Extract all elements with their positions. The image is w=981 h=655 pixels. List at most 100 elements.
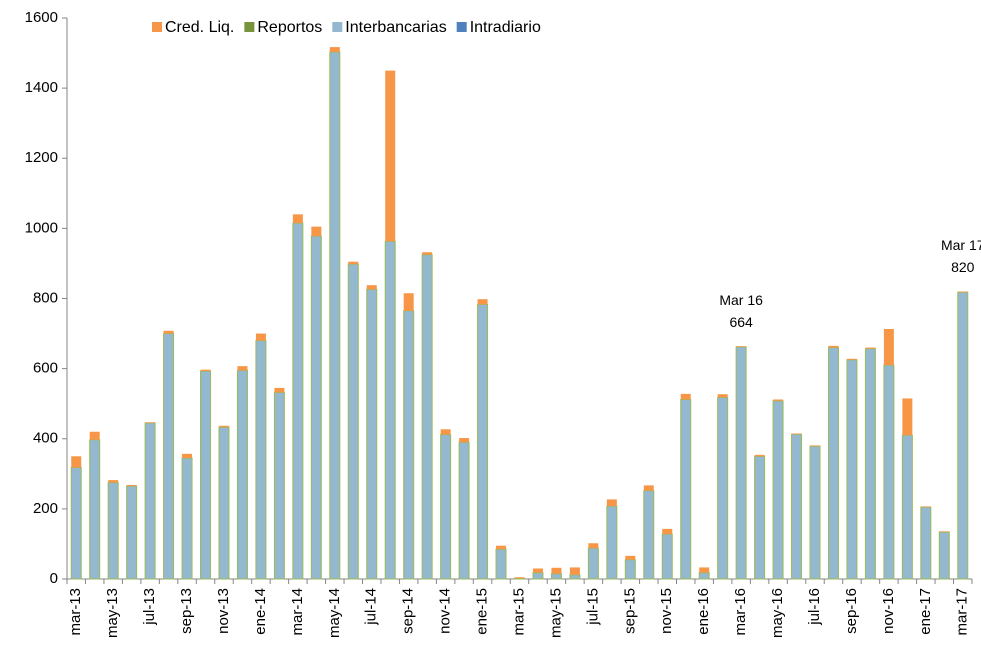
bar-segment <box>735 346 747 580</box>
bar-segment <box>643 490 655 580</box>
x-tick-label: may-16 <box>769 588 786 638</box>
x-tick-label: ene-15 <box>474 588 491 635</box>
x-tick-label: nov-16 <box>880 588 897 634</box>
bar-segment <box>422 252 433 255</box>
bar-segment <box>901 434 913 580</box>
bar-segment <box>827 347 839 580</box>
x-tick-label: may-13 <box>104 588 121 638</box>
bar-segment <box>477 303 489 580</box>
bar-segment <box>403 310 415 580</box>
bar-segment <box>662 528 673 535</box>
bar-segment <box>643 485 654 491</box>
bar-segment <box>347 263 359 580</box>
bar-segment <box>846 359 858 580</box>
bar-segment <box>883 329 894 366</box>
x-tick-label: mar-13 <box>67 588 84 636</box>
bar-segment <box>218 425 229 428</box>
bar-segment <box>810 445 821 447</box>
x-tick-label: ene-17 <box>917 588 934 635</box>
bar-segment <box>311 226 322 237</box>
bar-segment <box>587 547 599 580</box>
bar-segment <box>292 222 304 580</box>
bar-segment <box>292 214 303 224</box>
bar-segment <box>384 240 396 580</box>
bar-segment <box>754 455 766 580</box>
x-tick-label: jul-16 <box>806 588 823 626</box>
bar-segment <box>181 457 193 580</box>
bar-segment <box>459 438 470 443</box>
bar-segment <box>366 285 377 290</box>
bar-segment <box>273 391 285 580</box>
bar-segment <box>200 370 212 580</box>
x-tick-label: may-15 <box>547 588 564 638</box>
bar-segment <box>736 346 747 347</box>
x-tick-label: jul-14 <box>363 588 380 626</box>
bar-segment <box>236 369 248 580</box>
bar-segment <box>421 254 433 580</box>
bar-segment <box>551 567 562 574</box>
bar-segment <box>366 288 378 580</box>
y-tick-label: 800 <box>33 289 58 306</box>
bar-segment <box>569 574 581 580</box>
bar-segment <box>773 399 784 401</box>
bar-segment <box>661 533 673 580</box>
legend-swatch <box>244 22 255 32</box>
x-tick-label: may-14 <box>326 588 343 638</box>
bar-segment <box>846 358 857 360</box>
legend-label: Reportos <box>257 19 322 36</box>
bar-segment <box>329 47 340 53</box>
bar-segment <box>532 572 544 580</box>
bar-segment <box>237 366 248 371</box>
bar-segment <box>514 577 525 580</box>
bar-segment <box>274 387 285 393</box>
bar-segment <box>255 333 266 341</box>
x-tick-label: sep-13 <box>178 588 195 634</box>
x-tick-label: jul-13 <box>141 588 158 626</box>
bar-segment <box>255 340 267 580</box>
bar-segment <box>717 396 729 580</box>
bar-segment <box>440 434 452 580</box>
x-tick-label: ene-14 <box>252 588 269 635</box>
annotation-label: Mar 16 <box>719 292 763 308</box>
bar-segment <box>329 51 341 580</box>
bar-segment <box>569 567 580 575</box>
bar-segment <box>680 398 692 580</box>
bar-segment <box>939 531 950 533</box>
bar-segment <box>680 393 691 400</box>
bar-segment <box>126 485 138 580</box>
bar-segment <box>182 453 193 459</box>
x-tick-label: mar-14 <box>289 588 306 636</box>
bar-segment <box>403 293 414 311</box>
bar-segment <box>440 429 451 435</box>
x-tick-label: nov-13 <box>215 588 232 634</box>
bar-segment <box>791 433 803 580</box>
y-tick-label: 0 <box>50 570 58 587</box>
bar-segment <box>920 506 932 580</box>
x-tick-label: jul-15 <box>584 588 601 626</box>
y-tick-label: 1000 <box>25 219 58 236</box>
bar-segment <box>938 531 950 580</box>
bar-segment <box>902 398 913 436</box>
bar-segment <box>108 480 119 483</box>
x-tick-label: ene-16 <box>695 588 712 635</box>
bar-segment <box>514 577 525 579</box>
bar-segment <box>458 441 470 580</box>
bar-segment <box>865 347 876 349</box>
bar-segment <box>588 543 599 549</box>
y-tick-label: 200 <box>33 500 58 517</box>
bar-segment <box>477 299 488 305</box>
bar-segment <box>791 433 802 435</box>
annotation-value: 820 <box>951 259 975 275</box>
bar-segment <box>717 394 728 398</box>
legend-label: Interbancarias <box>345 19 446 36</box>
bar-segment <box>920 506 931 508</box>
bar-segment <box>957 291 968 293</box>
bar-segment <box>70 467 82 580</box>
bar-segment <box>348 261 359 265</box>
bar-segment <box>200 369 211 372</box>
y-tick-label: 400 <box>33 430 58 447</box>
x-tick-label: nov-15 <box>658 588 675 634</box>
bar-segment <box>809 445 821 580</box>
y-tick-label: 1400 <box>25 79 58 96</box>
